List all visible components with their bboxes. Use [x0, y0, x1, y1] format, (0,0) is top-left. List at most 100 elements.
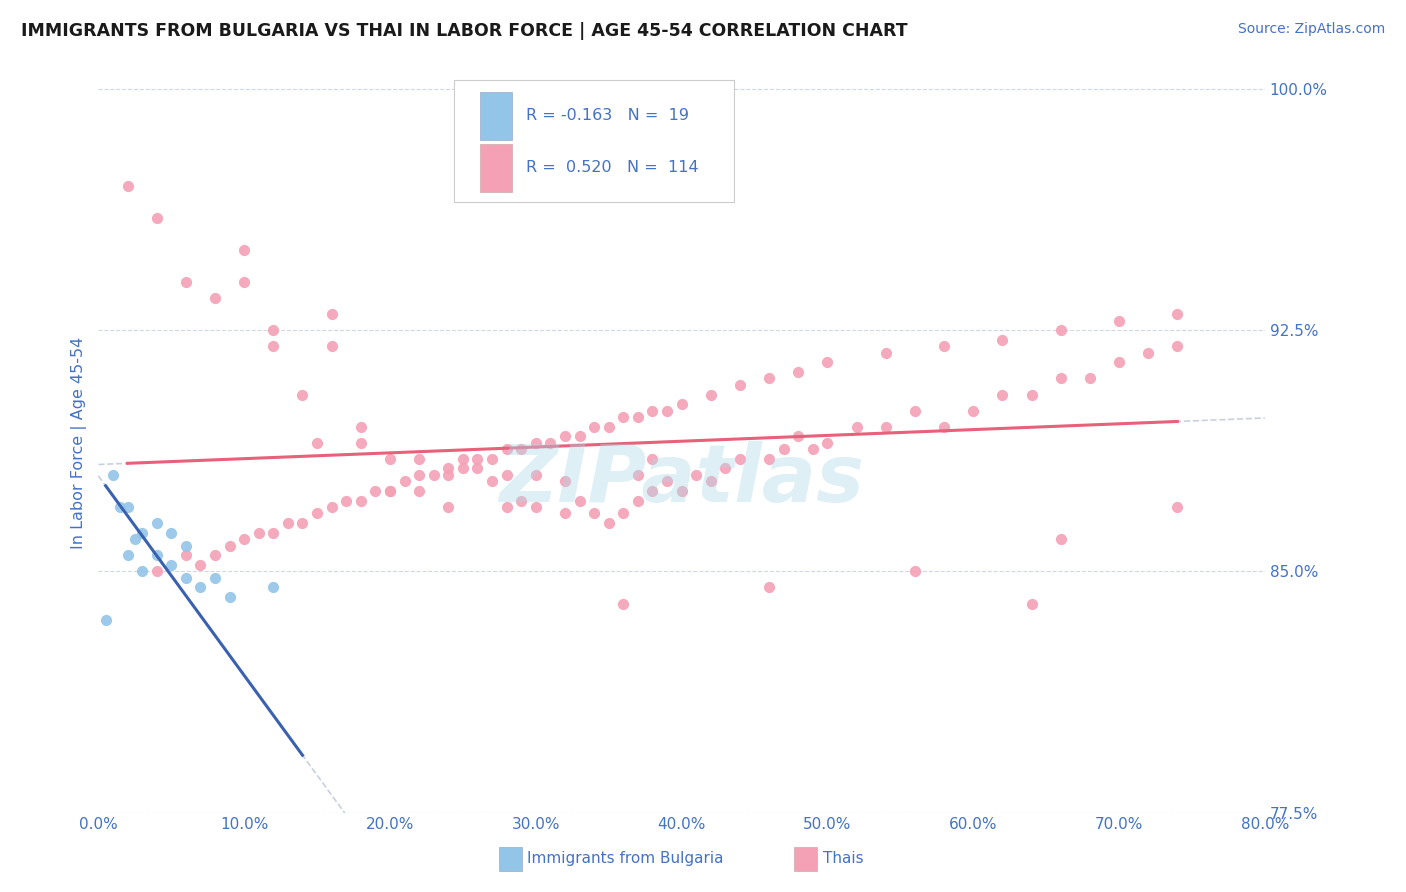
Point	[145, 211, 167, 225]
Point	[554, 507, 576, 521]
Point	[101, 467, 124, 482]
Point	[1108, 355, 1130, 369]
Point	[495, 442, 517, 457]
Point	[700, 475, 723, 489]
Point	[641, 403, 664, 417]
Y-axis label: In Labor Force | Age 45-54: In Labor Force | Age 45-54	[72, 336, 87, 549]
Point	[875, 419, 897, 434]
Point	[160, 525, 183, 540]
Point	[364, 483, 387, 498]
Point	[612, 507, 634, 521]
Point	[1021, 597, 1043, 611]
Point	[583, 507, 606, 521]
Point	[1166, 307, 1188, 321]
FancyBboxPatch shape	[479, 92, 512, 140]
Point	[174, 275, 197, 289]
Text: IMMIGRANTS FROM BULGARIA VS THAI IN LABOR FORCE | AGE 45-54 CORRELATION CHART: IMMIGRANTS FROM BULGARIA VS THAI IN LABO…	[21, 22, 908, 40]
Point	[145, 549, 167, 563]
Point	[568, 493, 591, 508]
Point	[408, 467, 430, 482]
Point	[1166, 500, 1188, 514]
Point	[815, 355, 838, 369]
Point	[655, 403, 678, 417]
Point	[350, 435, 373, 450]
Point	[700, 387, 723, 401]
Point	[247, 525, 270, 540]
Point	[117, 178, 139, 193]
Point	[110, 500, 132, 514]
Point	[117, 500, 139, 514]
Point	[495, 467, 517, 482]
Point	[1021, 387, 1043, 401]
Point	[350, 493, 373, 508]
Point	[758, 581, 780, 595]
Point	[145, 516, 167, 530]
Point	[307, 507, 329, 521]
Point	[1078, 371, 1101, 385]
Point	[321, 339, 343, 353]
Point	[262, 525, 284, 540]
Point	[481, 451, 503, 466]
Point	[307, 435, 329, 450]
Point	[291, 387, 314, 401]
Point	[131, 525, 153, 540]
Point	[437, 500, 460, 514]
Point	[131, 565, 153, 579]
Point	[1049, 533, 1071, 547]
Point	[583, 419, 606, 434]
Point	[262, 323, 284, 337]
Point	[685, 467, 707, 482]
Point	[510, 442, 533, 457]
FancyBboxPatch shape	[454, 80, 734, 202]
Point	[524, 500, 547, 514]
Point	[568, 429, 591, 443]
Point	[174, 539, 197, 553]
Point	[758, 371, 780, 385]
Point	[641, 451, 664, 466]
Point	[451, 451, 474, 466]
Point	[124, 533, 146, 547]
Point	[408, 451, 430, 466]
Point	[394, 475, 416, 489]
Point	[1166, 339, 1188, 353]
Text: R =  0.520   N =  114: R = 0.520 N = 114	[526, 161, 699, 175]
Point	[627, 467, 650, 482]
Point	[160, 558, 183, 572]
Point	[174, 549, 197, 563]
Point	[612, 597, 634, 611]
Point	[962, 403, 984, 417]
Text: ZIPatlas: ZIPatlas	[499, 441, 865, 519]
Point	[1108, 313, 1130, 327]
Point	[758, 451, 780, 466]
Point	[233, 533, 256, 547]
Point	[801, 442, 824, 457]
Point	[218, 590, 240, 604]
Point	[612, 410, 634, 425]
Point	[204, 291, 226, 305]
Point	[190, 581, 212, 595]
Point	[1049, 371, 1071, 385]
Point	[524, 467, 547, 482]
Point	[437, 467, 460, 482]
Point	[991, 333, 1014, 347]
Point	[655, 475, 678, 489]
Point	[1049, 323, 1071, 337]
Point	[262, 581, 284, 595]
Point	[554, 429, 576, 443]
Point	[378, 483, 401, 498]
Point	[451, 461, 474, 475]
Point	[408, 483, 430, 498]
Point	[437, 461, 460, 475]
Point	[467, 461, 489, 475]
Point	[772, 442, 794, 457]
Point	[671, 483, 693, 498]
Point	[524, 435, 547, 450]
Point	[233, 275, 256, 289]
Point	[481, 475, 503, 489]
Point	[94, 613, 117, 627]
Point	[321, 500, 343, 514]
Point	[932, 339, 955, 353]
Point	[641, 483, 664, 498]
Point	[378, 451, 401, 466]
Point	[350, 419, 373, 434]
